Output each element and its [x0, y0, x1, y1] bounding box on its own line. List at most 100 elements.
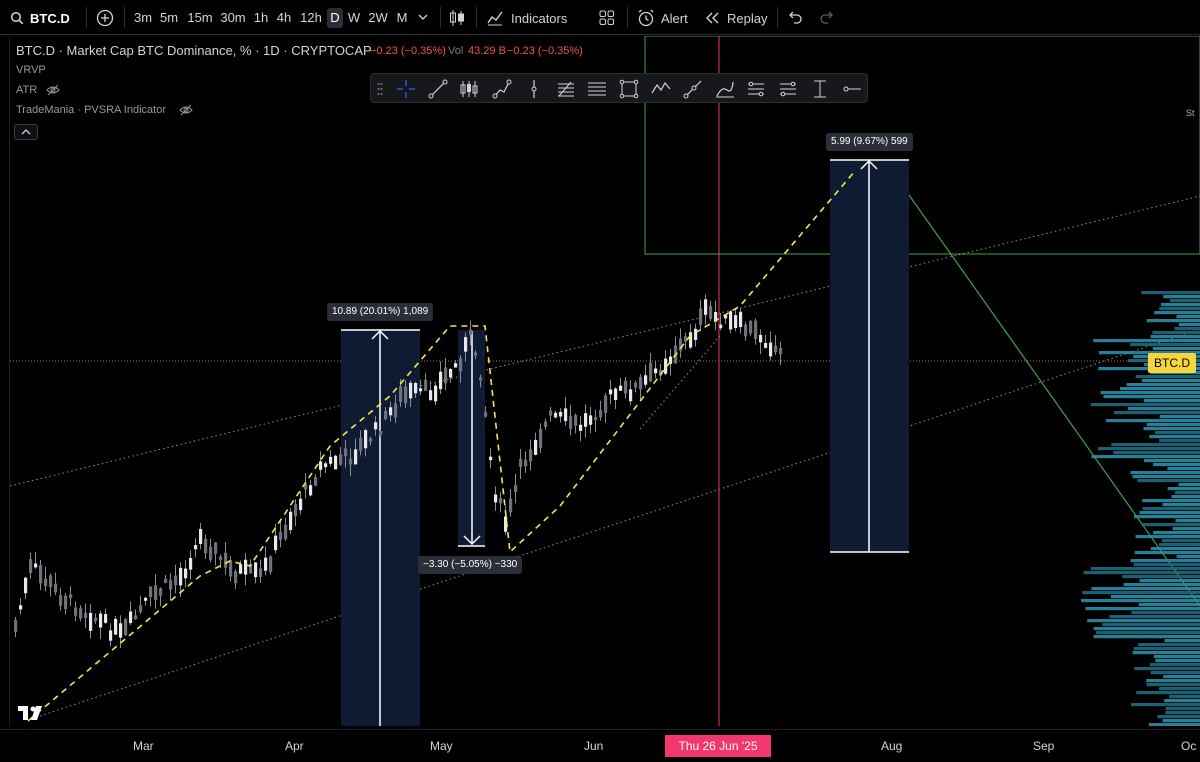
candle-body — [264, 557, 268, 571]
candle-body — [544, 421, 548, 427]
legend-indicator-atr[interactable]: ATR — [16, 84, 60, 96]
timeframe-30m[interactable]: 30m — [220, 10, 246, 25]
candle-body — [504, 516, 508, 532]
candle-body — [159, 588, 163, 596]
timeframe-5m[interactable]: 5m — [159, 10, 179, 25]
timeframe-1h[interactable]: 1h — [253, 10, 269, 25]
candle-body — [154, 585, 158, 601]
search-icon — [10, 11, 24, 25]
volume-profile-bar — [1126, 383, 1200, 387]
measure-box-1[interactable] — [341, 329, 420, 726]
timeframe-15m[interactable]: 15m — [187, 10, 213, 25]
candle-body — [609, 389, 613, 395]
candle-body — [294, 504, 298, 517]
candle-body — [324, 463, 328, 468]
candle-body — [309, 485, 313, 496]
candles-series — [14, 294, 783, 649]
legend-indicator-pvsra[interactable]: TradeMania · PVSRA Indicator — [16, 104, 193, 116]
candle-body — [189, 557, 193, 570]
time-axis[interactable]: Mar Apr May Jun Aug Sep Oc Thu 26 Jun '2… — [0, 729, 1200, 762]
redo-button[interactable] — [818, 9, 836, 28]
measure-box-3[interactable] — [830, 159, 909, 553]
legend-vol-label: Vol — [448, 45, 464, 57]
volume-profile-bar — [1142, 523, 1200, 527]
volume-profile-bar — [1113, 411, 1200, 415]
candle-body — [389, 407, 393, 416]
candle-body — [519, 458, 523, 468]
add-symbol-icon — [96, 9, 114, 27]
candle-pattern-tool-icon[interactable] — [458, 78, 480, 100]
candle-body — [24, 577, 28, 594]
timeframe-menu-button[interactable] — [416, 10, 430, 27]
candle-body — [414, 382, 418, 394]
volume-profile-bar — [1167, 467, 1200, 471]
green-range-box — [644, 36, 1200, 255]
volume-profile-bar — [1131, 703, 1200, 707]
brush-tool-icon[interactable] — [714, 78, 736, 100]
trend-line-tool-icon[interactable] — [427, 78, 449, 100]
rectangle-tool-icon[interactable] — [618, 78, 640, 100]
redo-icon — [820, 11, 833, 24]
volume-profile-bar — [1149, 663, 1200, 667]
candles-icon — [450, 10, 464, 26]
volume-profile-bar — [1150, 547, 1200, 551]
volume-profile-bar — [1123, 583, 1200, 587]
timeframe-W[interactable]: W — [347, 10, 361, 25]
fib-tool-icon[interactable] — [555, 78, 577, 100]
indicators-button[interactable]: Indicators — [486, 8, 567, 28]
candle-body — [739, 311, 743, 328]
candle-body — [724, 315, 728, 319]
vertical-line-tool-icon[interactable] — [523, 78, 545, 100]
symbol-search-button[interactable]: BTC.D — [10, 8, 70, 28]
alert-button[interactable]: Alert — [636, 8, 688, 28]
eye-off-icon[interactable] — [179, 104, 193, 116]
volume-profile-bar — [1132, 475, 1200, 479]
drag-handle-icon[interactable] — [377, 82, 383, 96]
replay-button[interactable]: Replay — [705, 8, 767, 28]
candle-body — [184, 568, 188, 579]
candle-body — [639, 376, 643, 390]
price-range-tool-icon[interactable] — [745, 78, 767, 100]
timeframe-D[interactable]: D — [327, 8, 343, 28]
timeframe-3m[interactable]: 3m — [133, 10, 153, 25]
parallel-channel-tool-icon[interactable] — [586, 78, 608, 100]
timeframe-4h[interactable]: 4h — [276, 10, 292, 25]
price-chart[interactable] — [0, 36, 1200, 726]
measure-label-3: 5.99 (9.67%) 599 — [826, 133, 913, 151]
chart-legend-title[interactable]: BTC.D · Market Cap BTC Dominance, % · 1D… — [16, 43, 372, 58]
indicators-label: Indicators — [511, 10, 568, 26]
volume-profile-bar — [1159, 687, 1200, 691]
xabcd-pattern-tool-icon[interactable] — [650, 78, 672, 100]
compare-symbol-button[interactable] — [95, 8, 115, 31]
path-tool-icon[interactable] — [491, 78, 513, 100]
ray-tool-icon[interactable] — [682, 78, 704, 100]
alert-label: Alert — [661, 10, 688, 26]
crosshair-tool-icon[interactable] — [395, 78, 417, 100]
chart-area[interactable]: BTC.D · Market Cap BTC Dominance, % · 1D… — [0, 36, 1200, 726]
candle-body — [379, 430, 383, 436]
eye-off-icon[interactable] — [46, 84, 60, 96]
drawing-toolbar[interactable] — [370, 73, 868, 103]
timeframe-2W[interactable]: 2W — [368, 10, 388, 25]
timeframe-M[interactable]: M — [396, 10, 408, 25]
volume-profile-bar — [1127, 407, 1200, 411]
candle-body — [399, 386, 403, 402]
candle-body — [599, 410, 603, 418]
collapse-legend-button[interactable] — [14, 124, 38, 140]
legend-indicator-vrvp[interactable]: VRVP — [16, 64, 46, 76]
date-range-tool-icon[interactable] — [777, 78, 799, 100]
volume-profile-bar — [1157, 715, 1200, 719]
timeframe-12h[interactable]: 12h — [300, 10, 322, 25]
candle-body — [494, 494, 498, 503]
templates-button[interactable] — [598, 9, 616, 30]
horizontal-ray-tool-icon[interactable] — [841, 78, 863, 100]
candle-body — [69, 594, 73, 599]
volume-profile-bar — [1081, 599, 1200, 603]
measure-tool-icon[interactable] — [809, 78, 831, 100]
chart-type-button[interactable] — [448, 8, 466, 31]
candle-body — [439, 371, 443, 390]
candle-body — [319, 461, 323, 470]
undo-button[interactable] — [786, 9, 804, 28]
measure-box-2[interactable] — [458, 330, 485, 547]
volume-profile-bar — [1152, 347, 1200, 351]
